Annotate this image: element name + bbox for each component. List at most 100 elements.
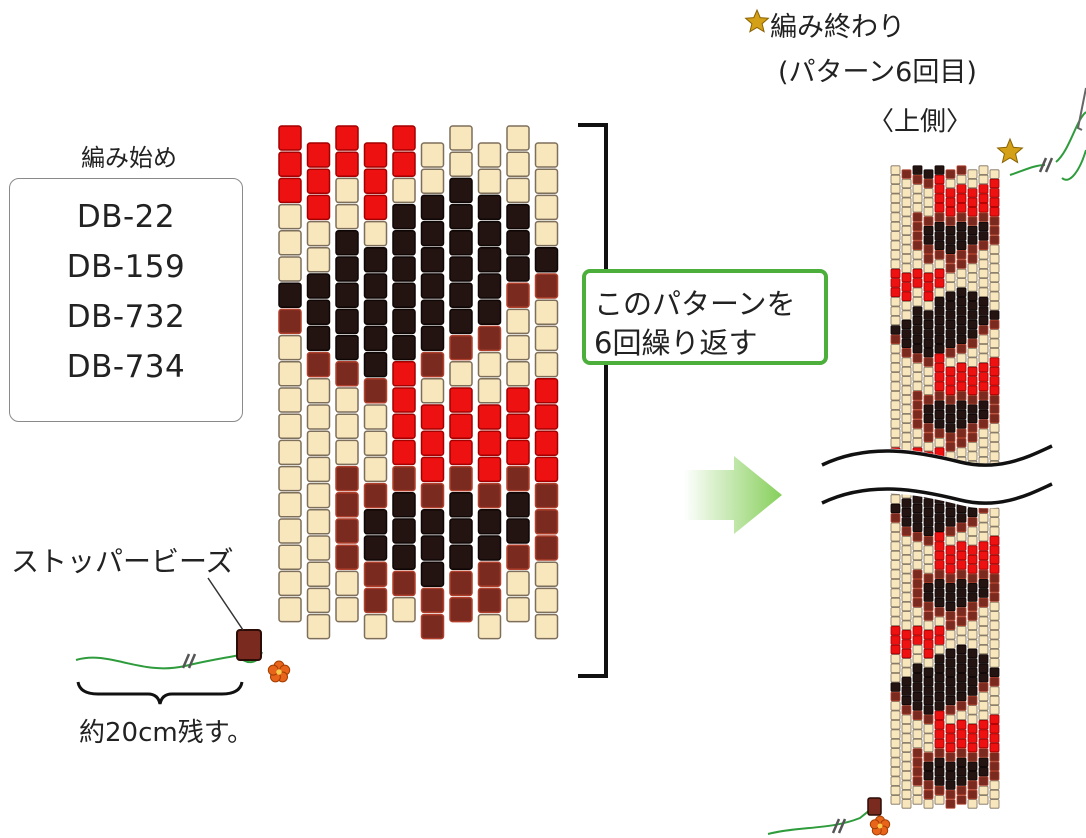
bead <box>477 142 502 168</box>
strip-bead <box>956 249 967 260</box>
bead <box>335 413 359 439</box>
strip-bead <box>934 691 945 702</box>
strip-bead <box>945 300 956 311</box>
strip-bead <box>934 701 945 711</box>
strip-bead <box>890 644 901 655</box>
strip-bead <box>956 597 967 608</box>
strip-bead <box>912 579 923 589</box>
strip-bead <box>978 522 989 533</box>
strip-bead <box>967 724 978 734</box>
bead <box>449 361 473 387</box>
strip-bead <box>901 376 912 386</box>
strip-bead <box>912 202 923 213</box>
strip-bead <box>956 738 967 749</box>
strip-bead <box>923 714 934 725</box>
strip-bead <box>945 206 956 217</box>
strip-bead <box>934 644 945 655</box>
strip-bead <box>934 353 945 363</box>
strip-bead <box>967 253 978 264</box>
strip-bead <box>978 550 989 561</box>
strip-bead <box>945 554 956 565</box>
repeat-bracket <box>578 123 608 678</box>
strip-bead <box>956 748 967 758</box>
strip-bead <box>890 221 901 232</box>
strip-bead <box>923 752 934 762</box>
strip-bead <box>989 310 1000 320</box>
bead <box>306 194 331 221</box>
bead <box>506 361 530 387</box>
bead <box>477 613 502 640</box>
strip-bead <box>901 310 912 320</box>
strip-bead <box>956 541 967 551</box>
bead <box>420 168 445 194</box>
bead <box>534 482 559 509</box>
strip-bead <box>923 658 934 668</box>
strip-bead <box>945 761 956 772</box>
strip-bead <box>912 372 923 382</box>
bead <box>363 351 388 378</box>
strip-bead <box>945 780 956 790</box>
strip-bead <box>890 174 901 185</box>
bead <box>335 361 359 387</box>
strip-bead <box>923 216 934 226</box>
bead <box>449 570 473 597</box>
bead <box>506 492 530 518</box>
bead <box>420 299 445 325</box>
strip-bead <box>912 296 923 307</box>
strip-bead <box>956 400 967 410</box>
strip-bead <box>923 178 934 189</box>
bead <box>477 194 502 221</box>
strip-bead <box>956 296 967 307</box>
bead <box>306 482 331 509</box>
strip-bead <box>901 639 912 649</box>
strip-bead <box>934 579 945 589</box>
strip-bead <box>945 752 956 762</box>
strip-bead <box>989 789 1000 800</box>
strip-bead <box>901 724 912 734</box>
strip-bead <box>978 597 989 608</box>
strip-bead <box>901 761 912 772</box>
flower-petal <box>267 664 279 676</box>
strip-bead <box>901 771 912 781</box>
strip-bead <box>978 165 989 175</box>
strip-bead <box>901 188 912 198</box>
strip-bead <box>912 268 923 279</box>
strip-bead <box>956 532 967 542</box>
strip-bead <box>945 385 956 396</box>
strip-bead <box>890 240 901 251</box>
strip-bead <box>989 780 1000 790</box>
strip-bead <box>923 724 934 734</box>
strip-bead <box>934 550 945 561</box>
strip-bead <box>989 404 1000 414</box>
strip-bead <box>945 225 956 236</box>
strip-bead <box>901 583 912 593</box>
bead <box>449 256 473 282</box>
strip-bead <box>934 748 945 758</box>
strip-bead <box>989 169 1000 179</box>
strip-bead <box>967 517 978 527</box>
strip-bead <box>945 771 956 781</box>
bead <box>335 230 359 256</box>
strip-bead <box>967 564 978 574</box>
strip-bead <box>956 240 967 251</box>
strip-bead <box>901 235 912 245</box>
strip-bead <box>912 174 923 185</box>
strip-bead <box>934 522 945 533</box>
strip-bead <box>923 742 934 753</box>
bead <box>278 413 302 439</box>
strip-bead <box>956 776 967 786</box>
strip-bead <box>890 268 901 279</box>
strip-bead <box>978 174 989 185</box>
strip-bead <box>901 705 912 715</box>
strip-bead <box>923 630 934 640</box>
strip-bead <box>890 381 901 392</box>
strip-bead <box>967 263 978 273</box>
strip-bead <box>989 441 1000 452</box>
strip-bead <box>923 244 934 255</box>
strip-bead <box>978 447 989 457</box>
bead <box>392 518 416 544</box>
strip-bead <box>956 626 967 636</box>
strip-bead <box>934 268 945 279</box>
bead <box>534 299 559 325</box>
strip-bead <box>978 325 989 335</box>
